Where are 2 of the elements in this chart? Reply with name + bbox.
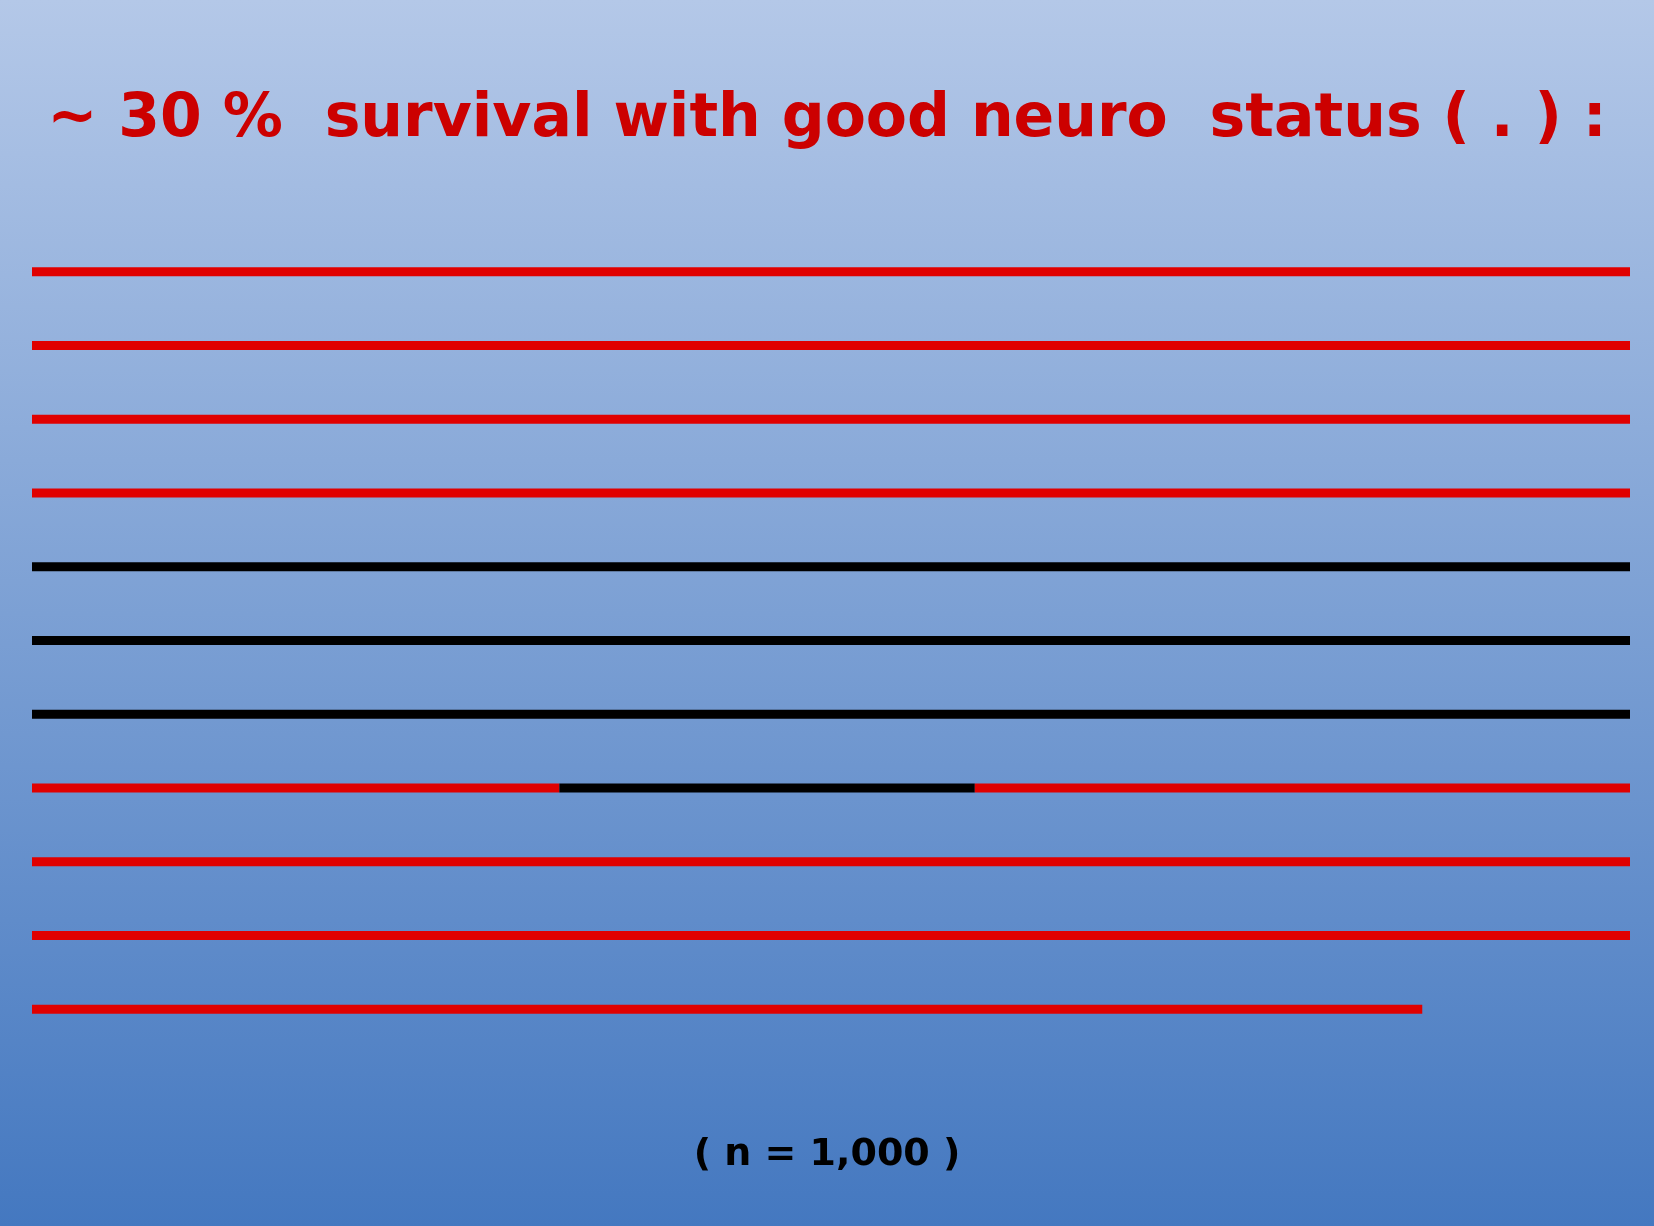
chart-title: ~ 30 % survival with good neuro status ( . ) : (47, 80, 1607, 150)
text: ( n = 1,000 ) (693, 1130, 961, 1174)
